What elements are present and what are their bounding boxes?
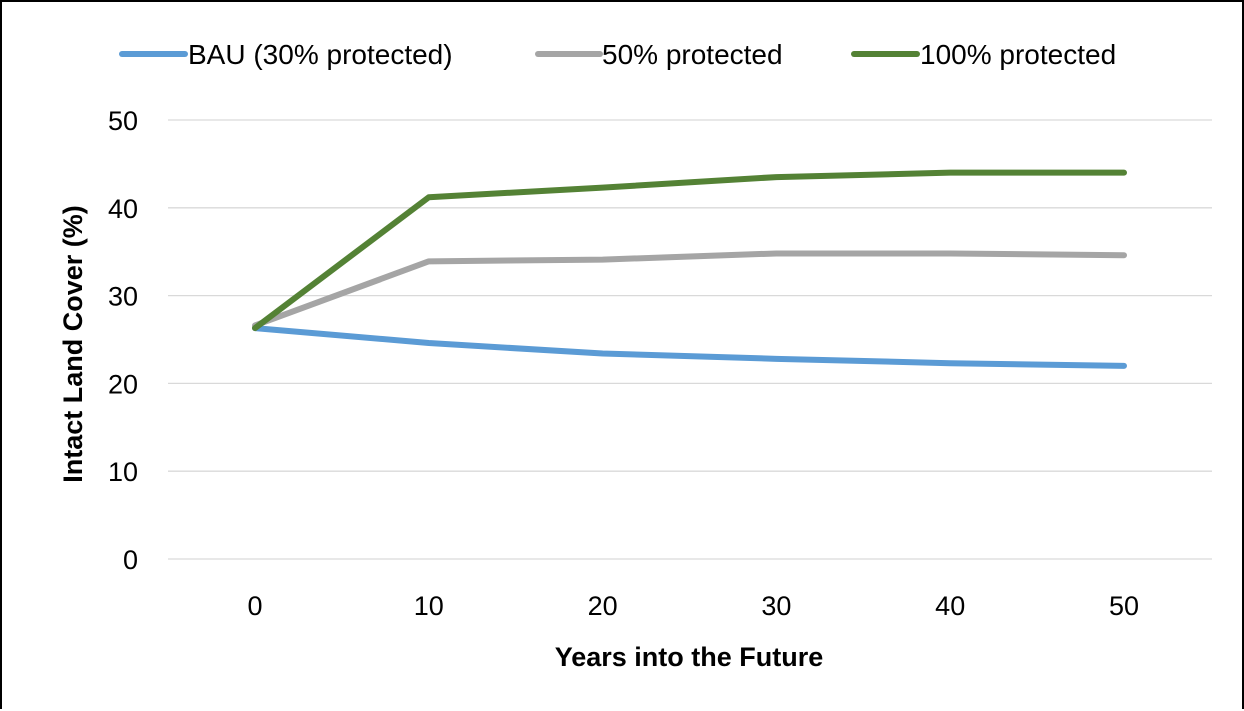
y-tick-labels: 0 10 20 30 40 50 [108, 106, 138, 575]
x-tick-labels: 0 10 20 30 40 50 [247, 591, 1139, 621]
x-tick-label: 0 [247, 591, 262, 621]
series-lines [252, 169, 1127, 369]
series-line-1 [252, 325, 1127, 369]
y-tick-label: 20 [108, 369, 138, 399]
x-tick-label: 10 [414, 591, 444, 621]
y-tick-label: 30 [108, 282, 138, 312]
series-line-3 [252, 169, 1127, 332]
gridlines [168, 119, 1212, 560]
x-axis-title: Years into the Future [555, 642, 824, 672]
x-tick-label: 20 [588, 591, 618, 621]
y-tick-label: 10 [108, 457, 138, 487]
legend-label: 50% protected [602, 39, 783, 70]
series-line-2 [252, 250, 1127, 329]
x-tick-label: 30 [761, 591, 791, 621]
legend: BAU (30% protected) 50% protected 100% pro… [119, 39, 1116, 70]
x-tick-label: 50 [1109, 591, 1139, 621]
y-tick-label: 50 [108, 106, 138, 136]
legend-label: BAU (30% protected) [188, 39, 453, 70]
x-tick-label: 40 [935, 591, 965, 621]
y-tick-label: 0 [123, 545, 138, 575]
y-tick-label: 40 [108, 194, 138, 224]
y-axis-title: Intact Land Cover (%) [58, 205, 88, 483]
legend-label: 100% protected [920, 39, 1116, 70]
